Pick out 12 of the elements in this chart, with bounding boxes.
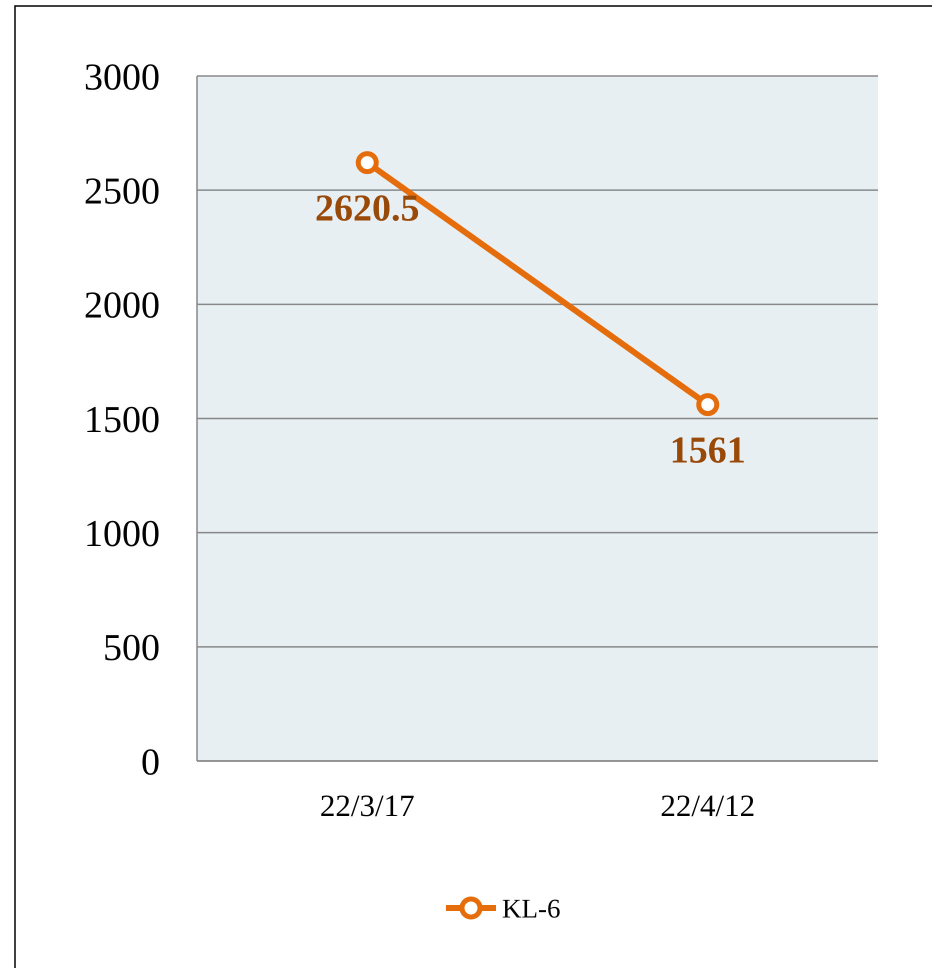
y-tick-label: 0 [141,741,160,784]
y-tick-label: 2500 [84,170,160,212]
y-tick-label: 3000 [84,56,160,98]
y-tick-label: 2000 [84,284,160,327]
legend-label: KL-6 [502,893,560,924]
x-tick-label: 22/4/12 [660,788,756,823]
x-tick-label: 22/3/17 [320,788,415,823]
y-tick-label: 1000 [84,512,160,555]
data-label: 1561 [670,430,746,472]
y-tick-label: 500 [103,627,160,670]
y-tick-label: 1500 [84,398,160,441]
data-label: 2620.5 [315,188,420,230]
